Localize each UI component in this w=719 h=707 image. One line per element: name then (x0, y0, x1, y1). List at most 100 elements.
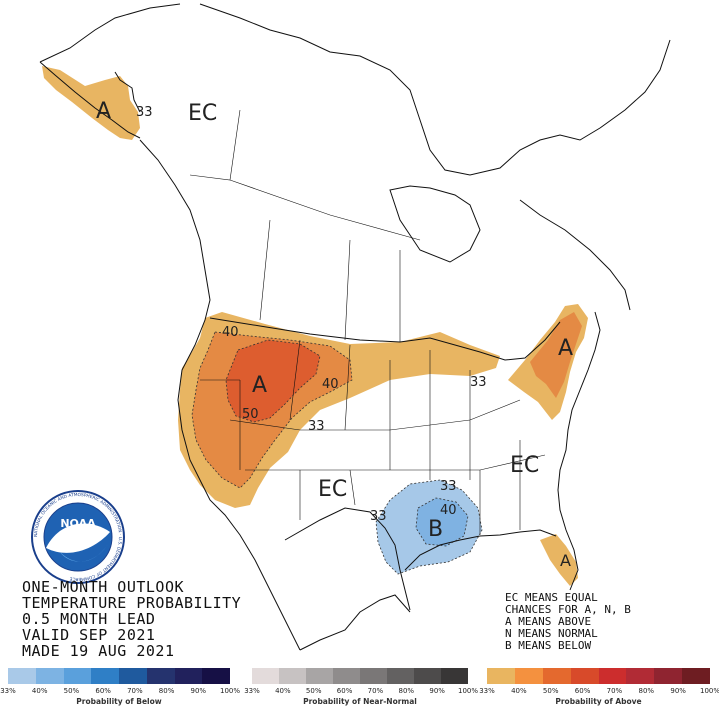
alaska-outline (39, 3, 181, 139)
colorbar-tick-label: 80% (158, 687, 175, 695)
colorbar-below-swatch (174, 668, 203, 684)
colorbar-normal-swatch (414, 668, 441, 684)
title-line-1: ONE-MONTH OUTLOOK (22, 578, 185, 596)
colorbar-above-swatch (570, 668, 599, 684)
colorbar-tick-label: 33% (244, 687, 260, 695)
below-normal-gulf-region (376, 480, 482, 574)
gulf-coast (284, 507, 557, 611)
colorbar-normal-swatch (441, 668, 468, 684)
labrador-coast (519, 199, 631, 311)
hudson-bay (389, 185, 481, 263)
a-label-northeast: A (558, 336, 573, 361)
pacific-coast (139, 139, 301, 651)
colorbar-tick-label: 40% (31, 687, 48, 695)
title-line-4: VALID SEP 2021 (22, 626, 156, 644)
colorbar-above-swatch (626, 668, 655, 684)
state-province-lines (189, 109, 546, 535)
colorbar-tick-label: 90% (670, 687, 686, 695)
colorbar-normal-swatch (306, 668, 333, 684)
ec-label-southwest: EC (318, 477, 347, 502)
legend-line-3: A MEANS ABOVE (505, 615, 592, 628)
colorbar-tick-label: 33% (0, 687, 16, 695)
colorbar-tick-label: 100% (457, 687, 479, 695)
contour-label: 33 (440, 479, 457, 494)
colorbar-below-swatch (63, 668, 92, 684)
above-normal-northeast-region (508, 304, 588, 420)
above-normal-west-region (178, 312, 500, 508)
atlantic-coast (557, 311, 601, 591)
colorbar-below-swatch (91, 668, 119, 684)
colorbar-above-ticks: 33% 40% 50% 60% 70% 80% 90% 100% (479, 687, 719, 697)
legend-line-5: B MEANS BELOW (505, 639, 592, 652)
colorbar-tick-label: 40% (275, 687, 291, 695)
colorbar-below-ticks: 33% 40% 50% 60% 70% 80% 90% 100% (0, 687, 240, 697)
title-line-2: TEMPERATURE PROBABILITY (22, 594, 242, 612)
probability-contours (191, 331, 483, 575)
colorbar-tick-label: 60% (95, 687, 111, 695)
colorbar-tick-label: 70% (127, 687, 143, 695)
ec-label-southeast: EC (510, 453, 539, 478)
us-canada-border (209, 317, 561, 361)
colorbar-tick-label: 50% (63, 687, 80, 695)
contour-label: 40 (440, 503, 457, 518)
b-label-gulf: B (428, 517, 443, 542)
colorbar-above-caption: Probability of Above (555, 697, 642, 706)
colorbar-below-swatch (146, 668, 175, 684)
colorbar-below (8, 668, 230, 684)
contour-label: 33 (308, 419, 325, 434)
colorbar-tick-label: 60% (336, 687, 353, 695)
noaa-logo-text: NOAA (60, 517, 96, 530)
title-line-5: MADE 19 AUG 2021 (22, 642, 175, 660)
contour-label: 33 (136, 105, 153, 120)
a-label-west: A (252, 373, 267, 398)
above-normal-florida-region (540, 534, 578, 586)
legend-line-1: EC MEANS EQUAL (505, 591, 598, 604)
colorbar-above-swatch (542, 668, 571, 684)
colorbar-normal-ticks: 33% 40% 50% 60% 70% 80% 90% 100% (244, 687, 478, 697)
colorbar-tick-label: 80% (638, 687, 655, 695)
colorbar-tick-label: 33% (479, 687, 495, 695)
canada-arctic-coast (199, 3, 671, 176)
colorbar-below-swatch (202, 668, 230, 684)
colorbar-below-caption: Probability of Below (76, 697, 162, 706)
colorbar-above-swatch (654, 668, 683, 684)
colorbar-tick-label: 100% (219, 687, 241, 695)
colorbar-above-swatch (514, 668, 543, 684)
contour-label: 33 (470, 375, 487, 390)
colorbar-tick-label: 50% (542, 687, 559, 695)
colorbar-tick-label: 60% (574, 687, 591, 695)
colorbar-tick-label: 70% (606, 687, 623, 695)
contour-label: 40 (322, 377, 339, 392)
colorbar-above-swatch (682, 668, 710, 684)
legend-line-2: CHANCES FOR A, N, B (505, 603, 631, 616)
contour-label: 40 (222, 325, 239, 340)
colorbar-normal (252, 668, 468, 684)
legend-line-4: N MEANS NORMAL (505, 627, 598, 640)
colorbar-normal-caption: Probability of Near-Normal (303, 697, 417, 706)
colorbar-above-swatch (487, 668, 515, 684)
a-label-alaska: A (96, 99, 111, 124)
noaa-logo: NOAA NATIONAL OCEANIC AND ATMOSPHERIC AD… (31, 490, 125, 584)
colorbar-below-swatch (8, 668, 36, 684)
colorbar-tick-label: 100% (699, 687, 719, 695)
colorbar-tick-label: 80% (398, 687, 415, 695)
mexico-outline (299, 594, 411, 651)
below-40-gulf (416, 498, 468, 546)
colorbar-tick-label: 70% (367, 687, 384, 695)
contour-label: 33 (370, 509, 387, 524)
colorbar-above-swatch (598, 668, 627, 684)
colorbar-tick-label: 40% (511, 687, 527, 695)
colorbar-normal-swatch (252, 668, 279, 684)
above-33-florida (540, 534, 578, 586)
ec-label-alaska: EC (188, 101, 217, 126)
colorbar-normal-swatch (360, 668, 387, 684)
colorbar-below-swatch (119, 668, 147, 684)
title-line-3: 0.5 MONTH LEAD (22, 610, 156, 628)
colorbar-above (487, 668, 710, 684)
colorbar-below-swatch (35, 668, 64, 684)
contour-label: 50 (242, 407, 259, 422)
colorbar-tick-label: 90% (190, 687, 207, 695)
colorbar-tick-label: 90% (429, 687, 445, 695)
